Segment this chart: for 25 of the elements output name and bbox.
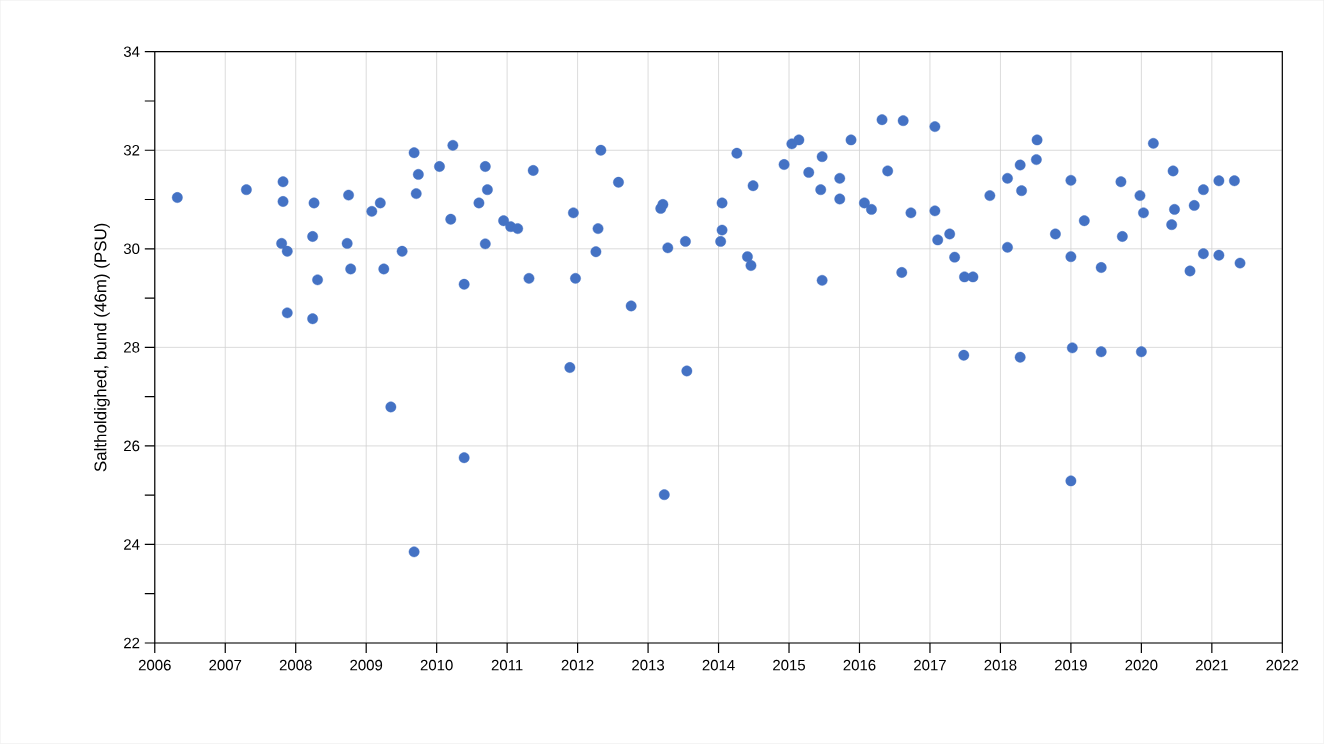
x-tick-label: 2010: [420, 659, 453, 671]
y-tick-label: 24: [124, 539, 140, 550]
y-tick-label: 26: [124, 440, 140, 452]
y-tick-label: 32: [123, 145, 140, 156]
x-tick-label: 2020: [1125, 659, 1158, 671]
y-tick-label: 30: [123, 243, 140, 255]
y-tick-label: 34: [123, 46, 140, 58]
x-tick-label: 2022: [1266, 659, 1299, 671]
x-tick-label: 2021: [1195, 659, 1228, 671]
x-tick-label: 2015: [773, 659, 806, 671]
x-tick-label: 2007: [209, 659, 242, 671]
x-tick-label: 2017: [914, 659, 946, 671]
x-tick-label: 2018: [984, 659, 1017, 671]
y-axis-title: Saltholdighed, bund (46m) (PSU): [94, 223, 110, 472]
x-tick-label: 2019: [1055, 659, 1087, 671]
x-tick-label: 2013: [632, 659, 665, 671]
y-tick-label: 28: [124, 342, 140, 353]
x-tick-label: 2012: [561, 659, 594, 671]
x-tick-label: 2016: [843, 659, 876, 671]
x-tick-label: 2006: [138, 659, 171, 671]
x-tick-label: 2009: [350, 659, 383, 671]
x-tick-label: 2011: [491, 659, 523, 671]
x-tick-label: 2008: [279, 659, 312, 671]
x-tick-label: 2014: [702, 659, 735, 671]
y-tick-label: 22: [124, 637, 140, 649]
